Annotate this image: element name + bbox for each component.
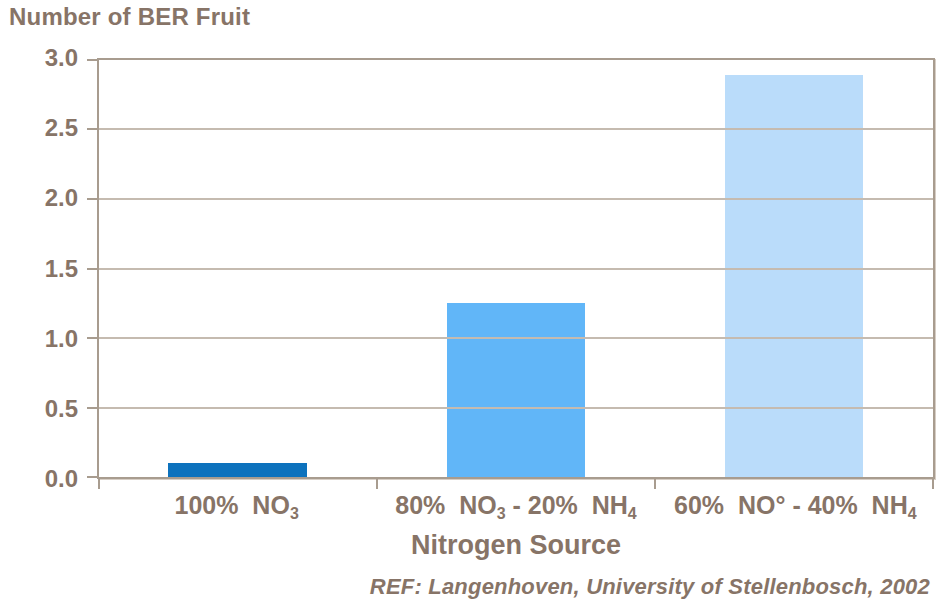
y-tick-mark bbox=[87, 337, 97, 339]
label-text: 60% NO° - 40% NH bbox=[674, 491, 908, 519]
y-tick-mark bbox=[87, 268, 97, 270]
y-tick-mark bbox=[87, 198, 97, 200]
x-category-label: 60% NO° - 40% NH4 bbox=[656, 491, 935, 523]
x-axis-title: Nitrogen Source bbox=[97, 530, 935, 561]
y-tick-label: 0.5 bbox=[45, 395, 78, 423]
bar bbox=[725, 75, 864, 477]
x-category-label: 100% NO3 bbox=[97, 491, 376, 523]
gridline bbox=[99, 337, 933, 339]
label-text: 100% NO bbox=[175, 491, 290, 519]
y-tick-mark bbox=[87, 407, 97, 409]
y-tick-label: 2.5 bbox=[45, 114, 78, 142]
plot-area bbox=[97, 58, 935, 479]
x-tick-mark bbox=[98, 479, 100, 489]
gridline bbox=[99, 128, 933, 130]
gridline bbox=[99, 198, 933, 200]
y-axis-tick-labels: 0.00.51.01.52.02.53.0 bbox=[0, 58, 80, 479]
y-tick-label: 0.0 bbox=[45, 465, 78, 493]
y-tick-label: 3.0 bbox=[45, 44, 78, 72]
y-tick-mark bbox=[87, 59, 97, 61]
bar bbox=[447, 303, 586, 477]
y-tick-label: 1.0 bbox=[45, 325, 78, 353]
subscript-text: 4 bbox=[908, 505, 917, 522]
subscript-text: 3 bbox=[290, 505, 299, 522]
subscript-text: 4 bbox=[628, 505, 637, 522]
y-tick-label: 2.0 bbox=[45, 184, 78, 212]
y-tick-mark bbox=[87, 128, 97, 130]
label-text: 80% NO bbox=[395, 491, 496, 519]
x-axis-category-labels: 100% NO380% NO3 - 20% NH460% NO° - 40% N… bbox=[97, 491, 935, 523]
reference-citation: REF: Langenhoven, University of Stellenb… bbox=[370, 574, 930, 600]
x-tick-mark bbox=[654, 479, 656, 489]
chart-slide: Number of BER Fruit 0.0 0.5 1.0 1.5 2.0 2.5 3.… bbox=[0, 0, 949, 615]
x-tick-mark bbox=[932, 479, 934, 489]
bar bbox=[168, 463, 307, 477]
chart-title: Number of BER Fruit bbox=[9, 3, 250, 31]
subscript-text: 3 bbox=[497, 505, 506, 522]
x-category-label: 80% NO3 - 20% NH4 bbox=[376, 491, 655, 523]
gridline bbox=[99, 407, 933, 409]
gridline bbox=[99, 268, 933, 270]
y-tick-mark bbox=[87, 476, 97, 478]
label-text: - 20% NH bbox=[506, 491, 628, 519]
x-tick-mark bbox=[376, 479, 378, 489]
y-tick-label: 1.5 bbox=[45, 255, 78, 283]
